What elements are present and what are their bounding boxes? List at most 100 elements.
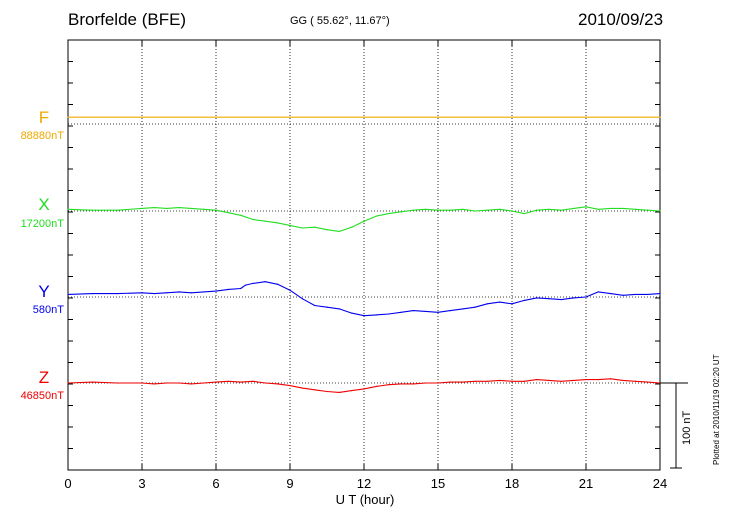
data-point-X [548,208,550,210]
data-point-Z [227,380,229,382]
data-point-Y [375,314,377,316]
data-point-Z [277,383,279,385]
data-point-X [190,207,192,210]
data-point-Y [499,301,501,303]
data-point-Y [486,303,488,305]
data-point-X [610,207,612,210]
data-point-Y [166,292,168,294]
data-point-X [363,220,365,222]
data-point-Y [215,290,217,292]
series-name-Z: Z [38,368,50,387]
data-point-Y [289,289,291,291]
data-point-X [499,208,501,210]
data-point-X [597,208,599,210]
series-line-X [67,206,661,232]
data-point-Y [92,293,94,295]
baseline-label-Y: 580nT [32,304,64,316]
data-point-X [227,212,229,214]
data-point-X [153,207,155,209]
data-point-Z [252,380,254,382]
data-point-X [462,208,464,210]
data-point-Y [622,294,624,296]
data-point-X [536,209,538,211]
data-point-Y [351,312,353,314]
data-point-Y [277,283,279,285]
data-point-Z [338,391,340,393]
data-point-Z [363,388,365,390]
data-point-X [289,224,291,227]
data-point-Z [437,382,439,384]
baseline-label-Z: 46850nT [20,390,64,402]
data-point-X [511,210,513,212]
data-point-Z [92,381,94,383]
data-point-Z [215,381,217,383]
data-point-Z [499,379,501,382]
data-point-Z [523,380,525,382]
data-point-X [326,229,328,231]
data-point-Z [536,379,538,381]
data-point-Y [597,291,599,293]
data-point-Z [560,380,562,382]
data-point-X [116,209,118,211]
data-point-Z [203,382,205,384]
data-point-Z [634,380,636,382]
x-tick-label: 6 [212,476,219,491]
data-point-Z [462,381,464,383]
data-point-X [412,209,414,211]
data-point-Z [141,382,143,384]
data-point-X [622,207,624,210]
data-point-Y [116,293,118,295]
coordinates-label: GG ( 55.62°, 11.67°) [290,15,390,27]
data-point-Z [412,383,414,385]
data-point-Y [178,291,180,293]
data-point-Y [449,310,451,312]
data-point-Z [511,380,513,382]
data-point-Z [647,381,649,383]
series-name-Y: Y [38,282,50,301]
data-point-Y [388,313,390,315]
data-point-X [388,212,390,215]
data-point-F [659,116,661,118]
data-point-Z [548,379,550,382]
scale-bar-label: 100 nT [681,410,693,445]
data-point-Z [486,380,488,382]
data-point-X [634,208,636,210]
series-name-F: F [38,108,50,127]
data-point-Y [474,306,476,308]
data-point-Z [388,384,390,386]
data-point-X [301,227,303,229]
data-point-X [486,209,488,211]
data-point-X [437,209,439,211]
data-point-Z [585,379,587,381]
data-point-Z [301,387,303,389]
data-point-Z [375,385,377,387]
data-point-Z [326,390,328,393]
data-point-Y [326,306,328,308]
data-point-X [252,218,254,221]
data-point-X [203,208,205,210]
data-point-Y [153,293,155,295]
x-tick-label: 21 [579,476,593,491]
data-point-X [474,210,476,212]
data-point-Z [240,381,242,383]
data-point-Z [166,382,168,384]
data-point-Y [523,299,525,301]
data-point-X [264,220,266,222]
x-axis-label: U T (hour) [335,492,395,507]
data-point-Z [400,383,402,385]
data-point-X [425,208,427,210]
plot-frame [67,39,661,471]
data-point-Y [634,293,636,296]
data-point-Y [203,291,205,293]
x-tick-label: 12 [357,476,371,491]
x-tick-label: 3 [138,476,145,491]
data-point-Y [437,311,439,313]
data-point-Z [67,382,69,384]
data-point-Z [622,379,624,382]
x-tick-label: 24 [653,476,667,491]
data-point-Y [363,315,365,317]
data-point-Y [560,298,562,301]
baseline-label-X: 17200nT [20,218,64,230]
data-point-Z [314,389,316,391]
data-point-Z [190,383,192,385]
